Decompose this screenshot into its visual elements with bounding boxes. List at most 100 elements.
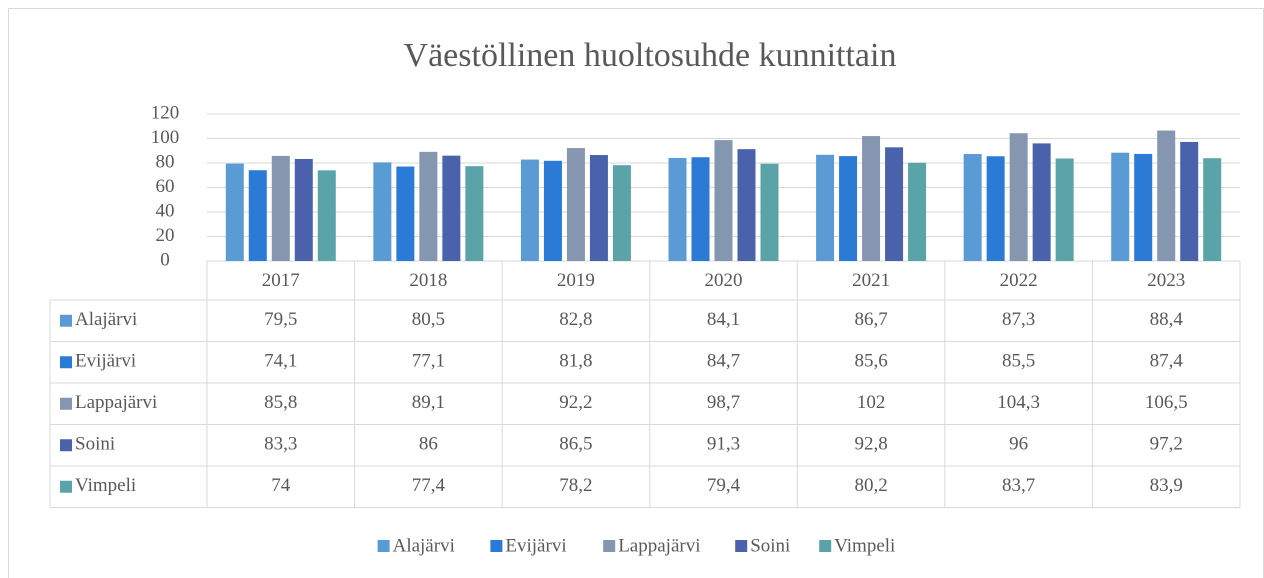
table-cell: 74,1 — [264, 351, 297, 372]
bar — [1134, 153, 1153, 261]
table-cell: 81,8 — [559, 351, 592, 372]
legend-key — [60, 397, 72, 410]
table-cell: 82,8 — [559, 309, 592, 330]
table-cell: 98,7 — [707, 392, 740, 413]
bar — [271, 155, 290, 261]
y-tick-label: 40 — [156, 200, 175, 221]
bar — [294, 158, 313, 261]
bar — [248, 170, 267, 261]
bar — [737, 149, 756, 261]
table-cell: 85,8 — [264, 392, 297, 413]
bar — [691, 157, 710, 261]
bar — [566, 148, 585, 261]
y-tick-label: 80 — [156, 151, 175, 172]
bar — [442, 155, 461, 261]
bar — [1111, 152, 1130, 261]
table-cell: 92,2 — [559, 392, 592, 413]
table-cell: 86,7 — [854, 309, 887, 330]
bar — [520, 159, 539, 261]
table-cell: 86 — [419, 434, 438, 455]
x-tick-label: 2017 — [262, 270, 300, 291]
y-tick-label: 120 — [151, 102, 180, 123]
row-label: Vimpeli — [75, 475, 136, 496]
table-cell: 86,5 — [559, 434, 592, 455]
table-cell: 80,5 — [412, 309, 445, 330]
bar — [908, 162, 927, 261]
table-cell: 77,4 — [412, 475, 446, 496]
legend-key — [819, 540, 832, 552]
bar — [1180, 141, 1199, 261]
row-label: Alajärvi — [75, 309, 137, 330]
legend-key — [60, 480, 72, 493]
table-cell: 106,5 — [1145, 392, 1188, 413]
legend-key — [60, 439, 72, 452]
x-tick-label: 2021 — [852, 270, 890, 291]
x-tick-label: 2019 — [557, 270, 595, 291]
legend-label: Alajärvi — [393, 535, 455, 556]
bar — [225, 163, 244, 261]
legend-label: Soini — [750, 535, 790, 556]
chart-border — [8, 8, 1264, 578]
bar — [816, 154, 835, 261]
x-tick-label: 2022 — [1000, 270, 1038, 291]
table-cell: 83,3 — [264, 434, 297, 455]
table-cell: 96 — [1009, 434, 1028, 455]
legend-key — [60, 356, 72, 369]
bar — [885, 147, 904, 261]
bar — [465, 166, 484, 261]
bar — [373, 162, 392, 261]
table-cell: 91,3 — [707, 434, 740, 455]
bar — [839, 156, 858, 261]
row-label: Soini — [75, 434, 115, 455]
table-cell: 80,2 — [854, 475, 887, 496]
bar — [1203, 158, 1222, 261]
bar — [543, 160, 562, 261]
row-label: Evijärvi — [75, 351, 136, 372]
chart-title: Väestöllinen huoltosuhde kunnittain — [404, 37, 897, 74]
table-cell: 102 — [857, 392, 886, 413]
table-cell: 84,1 — [707, 309, 740, 330]
table-cell: 84,7 — [707, 351, 740, 372]
bar — [986, 156, 1005, 261]
y-tick-label: 20 — [156, 225, 175, 246]
table-cell: 87,4 — [1150, 351, 1184, 372]
table-cell: 97,2 — [1150, 434, 1183, 455]
table-cell: 89,1 — [412, 392, 445, 413]
bar — [862, 136, 881, 261]
legend-key — [603, 540, 616, 552]
y-tick-label: 0 — [160, 249, 170, 270]
table-cell: 85,5 — [1002, 351, 1035, 372]
table-cell: 88,4 — [1150, 309, 1184, 330]
table-cell: 92,8 — [854, 434, 887, 455]
bar — [963, 154, 982, 261]
x-tick-label: 2018 — [409, 270, 447, 291]
bar — [317, 170, 336, 261]
bar — [419, 151, 438, 261]
table-cell: 87,3 — [1002, 309, 1035, 330]
legend-key — [60, 314, 72, 327]
x-tick-label: 2023 — [1147, 270, 1185, 291]
bar — [1157, 130, 1176, 261]
legend-label: Vimpeli — [834, 535, 895, 556]
bar — [1009, 133, 1028, 261]
legend-label: Lappajärvi — [618, 535, 700, 556]
legend-label: Evijärvi — [505, 535, 566, 556]
table-cell: 74 — [271, 475, 291, 496]
legend-key — [735, 540, 748, 552]
y-tick-label: 100 — [151, 127, 180, 148]
table-cell: 85,6 — [854, 351, 887, 372]
table-cell: 79,5 — [264, 309, 297, 330]
table-cell: 83,9 — [1150, 475, 1183, 496]
bar — [1032, 143, 1051, 261]
table-cell: 77,1 — [412, 351, 445, 372]
table-cell: 78,2 — [559, 475, 592, 496]
table-cell: 104,3 — [997, 392, 1040, 413]
bar — [668, 157, 687, 261]
legend-key — [377, 540, 390, 552]
table-cell: 83,7 — [1002, 475, 1035, 496]
y-tick-label: 60 — [156, 176, 175, 197]
bar — [612, 165, 631, 261]
bar — [714, 140, 733, 261]
bar — [760, 163, 779, 261]
